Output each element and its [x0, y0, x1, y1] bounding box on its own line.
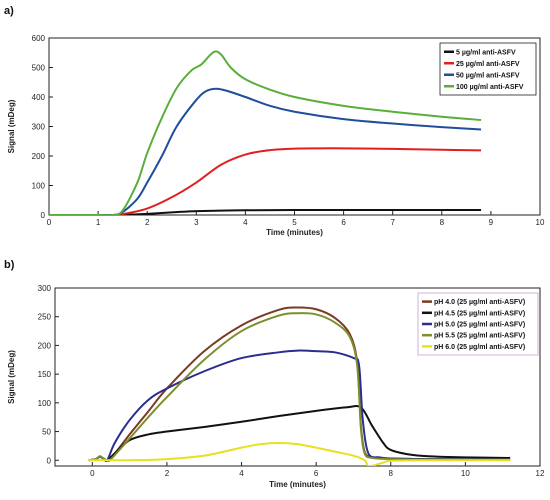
- chart-1-legend: 5 µg/ml anti-ASFV 25 µg/ml anti-ASFV 50 µg…: [439, 42, 537, 96]
- chart-1-x-tick-label: 6: [341, 218, 346, 227]
- chart-2-x-tick-label: 2: [165, 469, 170, 478]
- chart-1-y-tick-label: 300: [32, 123, 46, 132]
- chart-1-legend-box: [439, 42, 537, 96]
- chart-1-x-tick-label: 2: [145, 218, 150, 227]
- chart-2-legend: pH 4.0 (25 µg/ml anti-ASFV) pH 4.5 (25 µg…: [417, 292, 539, 356]
- chart-2-y-tick-label: 250: [38, 313, 52, 322]
- chart-2-legend-label-5: pH 6.0 (25 µg/ml anti-ASFV): [434, 344, 525, 351]
- chart-panel-2: b) 0 2 4 6 8 10 12 0 50 100 150 200 250 300 Time (minut…: [4, 259, 545, 489]
- chart-1-x-tick-label: 0: [47, 218, 52, 227]
- chart-2-x-tick-label: 6: [314, 469, 319, 478]
- chart-2-y-tick-label: 150: [38, 370, 52, 379]
- chart-2-x-tick-label: 4: [239, 469, 244, 478]
- chart-1-x-tick-label: 1: [96, 218, 101, 227]
- chart-1-y-tick-label: 200: [32, 152, 46, 161]
- chart-1-legend-label-2: 25 µg/ml anti-ASFV: [456, 61, 520, 68]
- chart-1-series-line-3: [49, 87, 482, 215]
- chart-2-x-tick-label: 0: [90, 469, 95, 478]
- chart-2-y-tick-label: 200: [38, 341, 52, 350]
- chart-2-legend-label-1: pH 4.0 (25 µg/ml anti-ASFV): [434, 299, 525, 306]
- chart-2-x-tick-label: 8: [389, 469, 394, 478]
- chart-2-series-line-5: [88, 442, 511, 466]
- chart-2-y-tick-label: 300: [38, 284, 52, 293]
- chart-1-series-line-2: [49, 147, 482, 215]
- chart-1-x-tick-label: 3: [194, 218, 199, 227]
- chart-1-y-tick-label: 500: [32, 64, 46, 73]
- chart-1-legend-label-4: 100 µg/ml anti-ASFV: [456, 84, 524, 91]
- chart-1-x-tick-label: 8: [440, 218, 445, 227]
- chart-1-y-tick-label: 100: [32, 182, 46, 191]
- chart-1-x-tick-label: 5: [292, 218, 297, 227]
- chart-1-x-tick-label: 9: [489, 218, 494, 227]
- chart-2-x-tick-label: 12: [536, 469, 545, 478]
- chart-2-legend-label-3: pH 5.0 (25 µg/ml anti-ASFV): [434, 322, 525, 329]
- chart-1-y-tick-label: 0: [41, 211, 46, 220]
- chart-1-series-line-4: [49, 50, 482, 215]
- chart-1-x-axis-label: Time (minutes): [266, 228, 323, 237]
- chart-2-plot-frame: [54, 287, 541, 467]
- chart-2-y-axis-label: Signal (mDeg): [7, 350, 16, 404]
- chart-2-y-tick-label: 0: [47, 456, 52, 465]
- chart-2-legend-box: [417, 292, 539, 356]
- chart-2-legend-label-4: pH 5.5 (25 µg/ml anti-ASFV): [434, 333, 525, 340]
- chart-1-panel-label: a): [4, 5, 14, 17]
- chart-1-y-tick-label: 600: [32, 34, 46, 43]
- chart-1-x-tick-label: 7: [390, 218, 395, 227]
- chart-2-x-tick-label: 10: [461, 469, 470, 478]
- chart-2-x-axis-label: Time (minutes): [269, 480, 326, 489]
- chart-2-y-tick-label: 50: [42, 428, 51, 437]
- chart-1-y-axis-label: Signal (mDeg): [7, 99, 16, 153]
- chart-1-x-tick-label: 10: [536, 218, 545, 227]
- chart-1-y-tick-label: 400: [32, 93, 46, 102]
- chart-1-legend-label-3: 50 µg/ml anti-ASFV: [456, 72, 520, 79]
- chart-1-x-tick-label: 4: [243, 218, 248, 227]
- chart-2-legend-label-2: pH 4.5 (25 µg/ml anti-ASFV): [434, 310, 525, 317]
- chart-1-legend-label-1: 5 µg/ml anti-ASFV: [456, 49, 516, 56]
- chart-2-panel-label: b): [4, 259, 15, 271]
- chart-2-y-tick-label: 100: [38, 399, 52, 408]
